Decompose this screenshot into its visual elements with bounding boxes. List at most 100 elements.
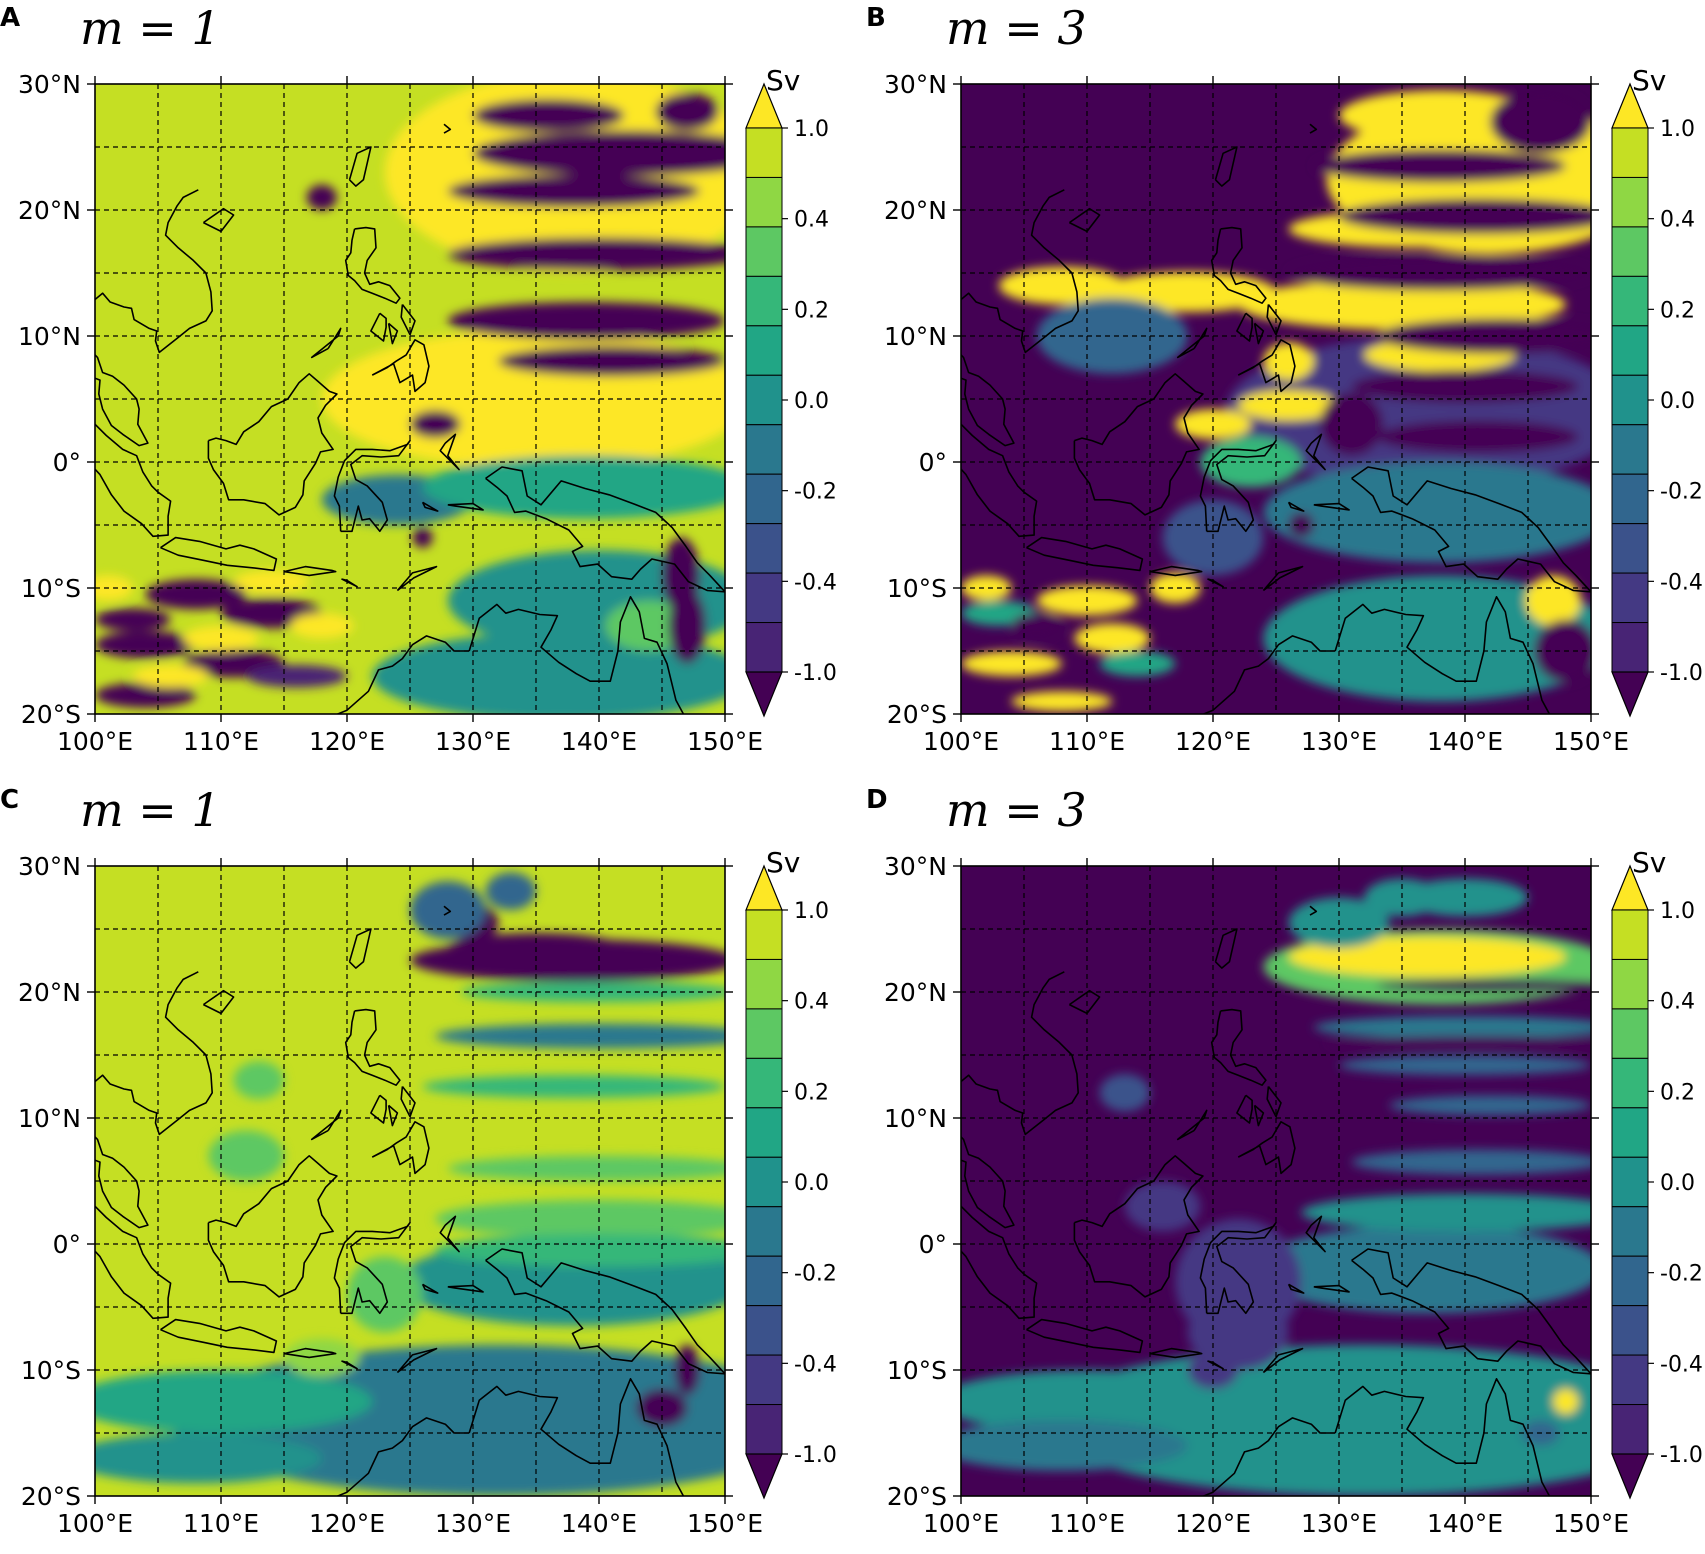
colorbar-tick-label: -0.2 xyxy=(794,480,837,505)
lon-label: 110°E xyxy=(183,727,259,756)
field-anomaly xyxy=(132,664,209,688)
colorbar-tick-label: -1.0 xyxy=(1660,1443,1703,1468)
gridlines xyxy=(95,866,725,1496)
field-anomaly xyxy=(447,237,725,271)
colorbar-segment xyxy=(745,473,783,525)
field-anomaly xyxy=(1011,613,1062,639)
colorbar-segment xyxy=(745,523,783,574)
lat-label: 10°N xyxy=(884,1104,947,1133)
panel-title: m = 1 xyxy=(80,783,221,837)
field-anomaly xyxy=(1351,1149,1591,1175)
coastline xyxy=(1351,466,1591,593)
colorbar-segment xyxy=(745,1008,783,1059)
coastline xyxy=(485,1248,725,1375)
colorbar-segment xyxy=(745,325,783,376)
field-anomaly xyxy=(674,1344,700,1396)
colorbar-segment xyxy=(745,622,783,673)
colorbar-tick-label: 0.2 xyxy=(794,1080,829,1105)
field-anomaly xyxy=(1011,691,1113,712)
colorbar-segment xyxy=(745,958,783,1010)
panel-title: m = 1 xyxy=(80,1,221,55)
coastline xyxy=(344,226,401,305)
colorbar-segment xyxy=(1611,473,1649,525)
colorbar-segment xyxy=(1611,572,1649,624)
lat-label: 20°N xyxy=(18,978,81,1007)
lat-label: 0° xyxy=(53,1230,81,1259)
field-anomaly xyxy=(1175,409,1251,440)
field-anomaly xyxy=(1313,149,1566,183)
coastline xyxy=(1068,989,1101,1015)
field-anomaly xyxy=(472,99,625,132)
field-anomaly xyxy=(1320,392,1384,456)
coastline xyxy=(1351,1248,1591,1375)
lon-label: 120°E xyxy=(309,1509,385,1538)
coastline xyxy=(439,1215,460,1253)
field-anomaly xyxy=(1099,1073,1150,1112)
lat-label: 0° xyxy=(919,448,947,477)
colorbar-tick-label: 0.4 xyxy=(794,990,829,1015)
field-anomaly xyxy=(435,1199,725,1238)
coastline xyxy=(468,1377,685,1496)
map-frame xyxy=(94,83,726,715)
colorbar-tick-label: -0.2 xyxy=(794,1262,837,1287)
colorbar-unit: Sv xyxy=(1632,846,1666,879)
coastline xyxy=(160,536,278,572)
coastline xyxy=(1236,1094,1253,1124)
coastline xyxy=(160,1318,278,1354)
coastline xyxy=(1237,338,1296,393)
coastline xyxy=(443,123,452,134)
field-anomaly xyxy=(306,184,337,210)
colorbar-tick-label: -0.2 xyxy=(1660,480,1703,505)
field-anomaly xyxy=(1313,1015,1591,1039)
coastline xyxy=(961,971,1079,1229)
coastline xyxy=(207,372,338,516)
lat-label: 0° xyxy=(53,448,81,477)
lat-label: 20°S xyxy=(21,1482,81,1511)
coastline xyxy=(1237,1120,1296,1175)
coastline xyxy=(1073,372,1204,516)
coastline xyxy=(371,1120,430,1175)
colorbar-segment xyxy=(1611,909,1649,960)
coastline xyxy=(283,565,337,577)
coastline xyxy=(1073,1154,1204,1298)
field-anomaly xyxy=(961,1370,1239,1433)
field-anomaly xyxy=(473,130,725,176)
colorbar xyxy=(1611,864,1649,1500)
coastline xyxy=(202,989,235,1015)
lon-label: 130°E xyxy=(435,727,511,756)
field-anomaly xyxy=(233,1061,284,1100)
lat-label: 30°N xyxy=(884,852,947,881)
coastline xyxy=(341,578,358,588)
coastline xyxy=(344,1008,401,1087)
coastline xyxy=(1214,146,1238,187)
colorbar xyxy=(745,864,783,1500)
field-anomaly xyxy=(1263,575,1591,702)
colorbar-segment xyxy=(745,275,783,327)
coastline xyxy=(387,1104,399,1127)
lat-label: 10°N xyxy=(884,322,947,351)
tick-marks xyxy=(87,76,733,722)
field-anomaly xyxy=(1288,512,1314,538)
coastline xyxy=(1253,322,1265,345)
field-anomaly xyxy=(95,1433,322,1484)
lon-label: 110°E xyxy=(183,1509,259,1538)
coastline xyxy=(1199,1221,1277,1315)
lat-label: 20°S xyxy=(887,1482,947,1511)
field-anomaly xyxy=(1376,420,1579,454)
coastline xyxy=(335,635,470,714)
coastline xyxy=(961,189,1079,447)
coastline xyxy=(1266,1086,1282,1118)
coastline xyxy=(341,1360,358,1370)
coastline xyxy=(447,502,484,511)
coastline xyxy=(1313,502,1350,511)
lat-label: 20°S xyxy=(887,700,947,729)
coastline xyxy=(370,1094,387,1124)
lat-label: 30°N xyxy=(18,70,81,99)
lon-label: 100°E xyxy=(57,1509,133,1538)
colorbar xyxy=(745,82,783,718)
colorbar-segment xyxy=(1611,374,1649,426)
field-anomaly xyxy=(1263,462,1591,563)
lat-label: 10°S xyxy=(21,574,81,603)
